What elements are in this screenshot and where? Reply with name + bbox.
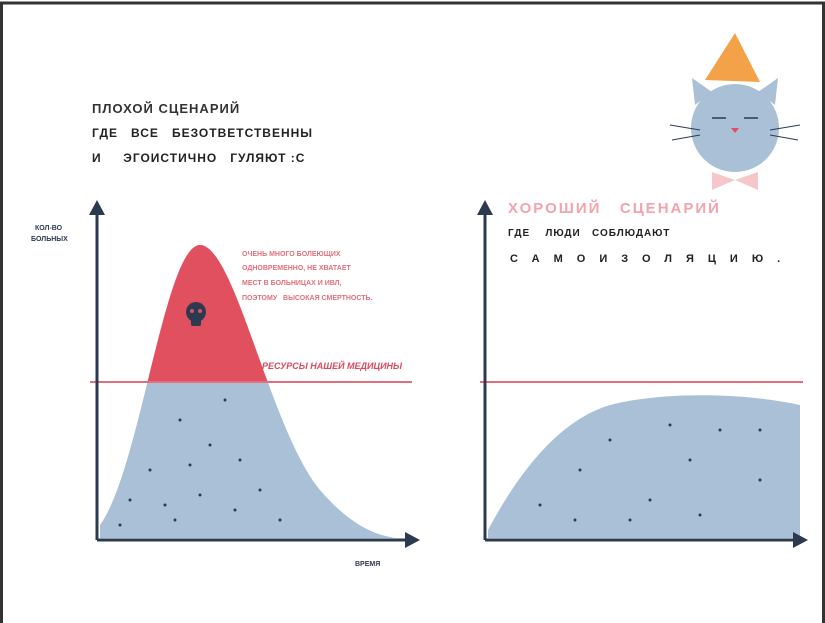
text-line: ОЧЕНЬ МНОГО БОЛЕЮЩИХ — [242, 251, 341, 258]
text-line: ОДНОВРЕМЕННО, НЕ ХВАТАЕТ — [242, 265, 351, 272]
left-title: ПЛОХОЙ СЦЕНАРИЙ — [92, 101, 240, 116]
dots — [538, 423, 762, 522]
left-subtitle: И ЭГОИСТИЧНО ГУЛЯЮТ :С — [92, 151, 305, 165]
right-title: ХОРОШИЙ СЦЕНАРИЙ — [508, 199, 721, 217]
annotation: ОЧЕНЬ МНОГО БОЛЕЮЩИХ ОДНОВРЕМЕННО, НЕ ХВ… — [242, 251, 373, 302]
dots — [118, 398, 282, 527]
skull — [186, 302, 206, 326]
curve-under-capacity — [100, 382, 395, 538]
arrow — [89, 200, 105, 215]
y-axis-label: КОЛ-ВО — [35, 225, 63, 232]
curve-flattened — [488, 395, 800, 538]
cat — [669, 33, 801, 190]
curve-over-capacity — [147, 245, 268, 382]
x-axis-label: ВРЕМЯ — [355, 561, 380, 568]
y-axis-label: БОЛЬНЫХ — [31, 236, 68, 243]
arrow — [405, 532, 420, 548]
arrow — [793, 532, 808, 548]
text-line: МЕСТ В БОЛЬНИЦАХ И ИВЛ, — [242, 280, 342, 287]
capacity-label: РЕСУРСЫ НАШЕЙ МЕДИЦИНЫ — [262, 360, 403, 371]
left-subtitle: ГДЕ ВСЕ БЕЗОТВЕТСТВЕННЫ — [92, 126, 313, 140]
arrow — [477, 200, 493, 215]
right-subtitle: САМОИЗОЛЯЦИЮ. — [510, 253, 794, 265]
right-subtitle: ГДЕ ЛЮДИ СОБЛЮДАЮТ — [508, 228, 670, 239]
text-line: ПОЭТОМУ ВЫСОКАЯ СМЕРТНОСТЬ. — [242, 295, 373, 302]
